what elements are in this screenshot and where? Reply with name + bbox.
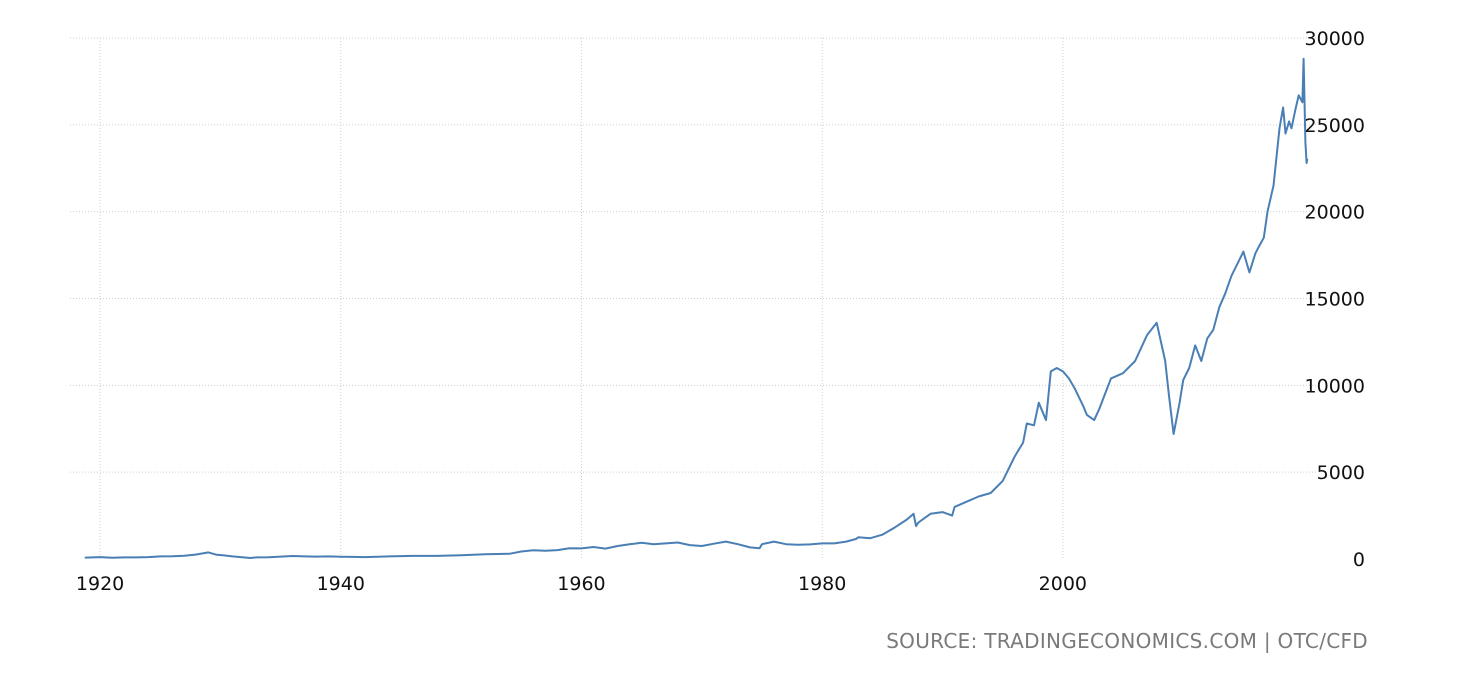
series-line [84,57,1309,559]
x-tick-label: 1960 [557,573,605,595]
x-tick-label: 1980 [798,573,846,595]
y-tick-label: 30000 [1305,28,1365,50]
series-layer [84,57,1309,559]
y-tick-labels: 0 5000 10000 15000 20000 25000 30000 [1305,28,1365,571]
y-tick-label: 15000 [1305,289,1365,311]
x-tick-label: 2000 [1039,573,1087,595]
source-caption: SOURCE: TRADINGECONOMICS.COM | OTC/CFD [886,629,1368,653]
y-gridlines [70,37,1318,473]
y-tick-label: 20000 [1305,202,1365,224]
y-tick-label: 5000 [1317,462,1365,484]
x-tick-label: 1920 [76,573,124,595]
y-tick-label: 0 [1353,549,1365,571]
y-tick-label: 10000 [1305,375,1365,397]
y-tick-label: 25000 [1305,115,1365,137]
x-tick-labels: 1920 1940 1960 1980 2000 [76,573,1087,595]
x-tick-label: 1940 [317,573,365,595]
